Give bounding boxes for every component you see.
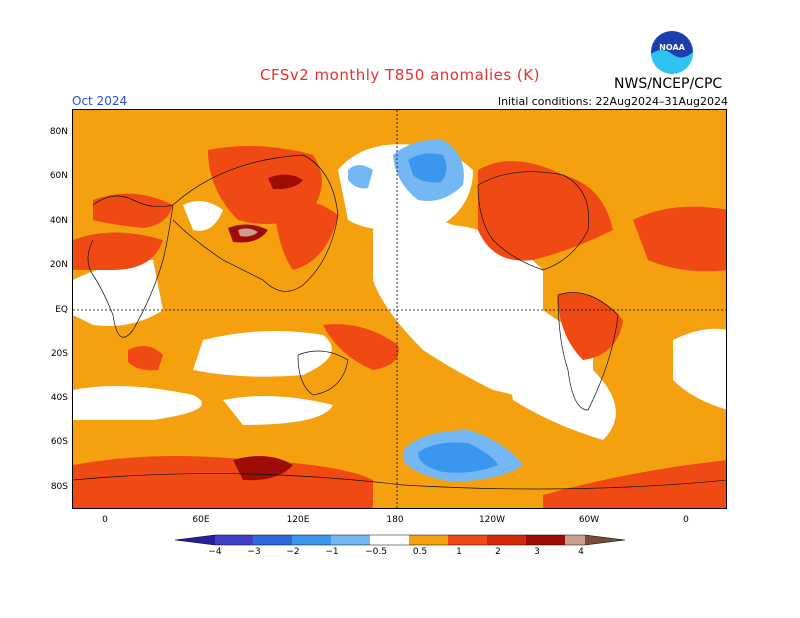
- alaska-cold-east: [348, 165, 373, 189]
- colorbar-swatch: [565, 535, 585, 545]
- colorbar: [175, 534, 626, 546]
- colorbar-swatch: [585, 535, 625, 545]
- colorbar-label: −0.5: [365, 547, 387, 557]
- lon-label: 0: [683, 515, 689, 525]
- southern-ocean-cold-core: [418, 442, 498, 473]
- svg-text:NOAA: NOAA: [659, 43, 685, 52]
- forecast-month: Oct 2024: [72, 94, 128, 108]
- southern-neutral-left: [73, 386, 202, 420]
- colorbar-label: 2: [495, 547, 501, 557]
- atlantic-neutral: [673, 328, 726, 410]
- lon-label: 0: [102, 515, 108, 525]
- lon-label: 60E: [192, 515, 210, 525]
- antarctic-warm-left: [73, 456, 373, 508]
- alaska-cold-core: [408, 153, 447, 183]
- colorbar-label: −3: [247, 547, 261, 557]
- colorbar-swatch: [215, 535, 253, 545]
- colorbar-swatch: [253, 535, 292, 545]
- lon-label: 120E: [286, 515, 310, 525]
- colorbar-label: 3: [534, 547, 540, 557]
- colorbar-swatch: [448, 535, 487, 545]
- colorbar-label: 4: [578, 547, 584, 557]
- lat-label: 60N: [49, 171, 68, 181]
- indian-neutral: [193, 331, 332, 377]
- lon-label: 60W: [578, 515, 600, 525]
- lat-label: 80S: [50, 482, 68, 492]
- noaa-logo-icon: NOAA: [651, 31, 694, 74]
- southern-neutral-mid: [223, 396, 333, 425]
- antarctic-warm-right: [543, 460, 726, 508]
- colorbar-label: 1: [456, 547, 462, 557]
- lat-label: 20S: [50, 349, 68, 359]
- colorbar-swatch: [370, 535, 409, 545]
- coastlines: [73, 154, 726, 490]
- colorbar-swatch: [526, 535, 565, 545]
- asia-warm: [273, 199, 338, 270]
- colorbar-swatch: [409, 535, 448, 545]
- north-america-warm: [478, 161, 613, 261]
- lat-label: 40N: [49, 216, 68, 226]
- map-canvas: [73, 110, 726, 508]
- north-africa-warm: [73, 232, 163, 270]
- europe-warm: [93, 193, 173, 228]
- lat-label: 60S: [50, 437, 68, 447]
- tibet-peak: [238, 228, 258, 237]
- lat-label: 80N: [49, 127, 68, 137]
- colorbar-swatch: [292, 535, 331, 545]
- colorbar-label: 0.5: [412, 547, 428, 557]
- initial-conditions: Initial conditions: 22Aug2024–31Aug2024: [497, 95, 728, 108]
- south-atl-neutral: [503, 345, 616, 440]
- lat-label: 40S: [50, 393, 68, 403]
- colorbar-swatch: [175, 535, 215, 545]
- siberia-strong: [268, 174, 303, 190]
- south-america-warm: [558, 292, 623, 360]
- lat-label: 20N: [49, 260, 68, 270]
- colorbar-label: −4: [208, 547, 222, 557]
- colorbar-swatch: [331, 535, 370, 545]
- colorbar-label: −2: [286, 547, 300, 557]
- credit-label: NWS/NCEP/CPC: [614, 76, 723, 92]
- north-atlantic-warm: [633, 206, 726, 272]
- east-asia-neutral: [183, 201, 223, 231]
- lon-label: 120W: [478, 515, 506, 525]
- colorbar-swatch: [487, 535, 526, 545]
- colorbar-label: −1: [325, 547, 339, 557]
- australia-warm: [128, 346, 163, 371]
- map-title: CFSv2 monthly T850 anomalies (K): [260, 66, 540, 84]
- west-pacific-warm: [323, 324, 399, 370]
- lat-label: EQ: [55, 305, 68, 315]
- anomaly-map: [72, 109, 727, 509]
- lon-label: 180: [386, 515, 404, 525]
- africa-neutral: [73, 260, 163, 326]
